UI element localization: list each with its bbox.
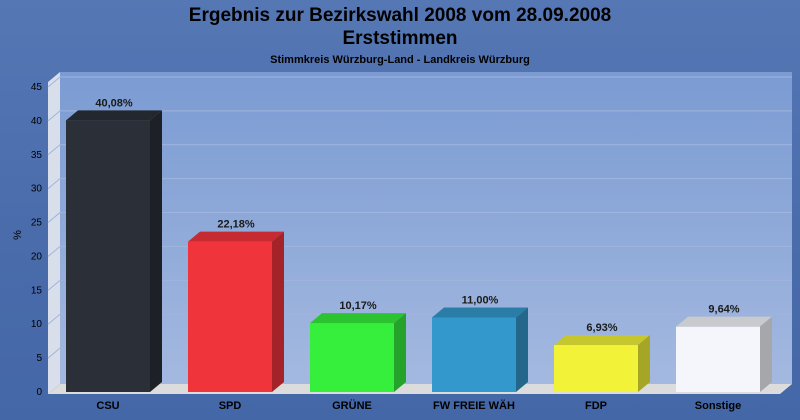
y-tick-label: 5 [36,353,42,364]
data-label: 9,64% [708,304,739,316]
bar-side [272,231,284,392]
gridline [47,144,792,156]
gridline [47,178,792,190]
bar-top [66,110,162,121]
category-label: Sonstige [695,400,741,412]
bar-front [66,120,150,392]
bar-side [760,316,772,392]
y-tick-label: 0 [36,387,42,398]
y-tick-label: 35 [31,150,43,161]
category-label: FDP [585,400,607,412]
y-tick-label: 20 [31,251,43,262]
category-label: FW FREIE WÄH [433,399,515,412]
bar-top [188,231,284,242]
bar-side [394,313,406,392]
bar-front [188,241,272,392]
y-tick-label: 45 [31,82,43,93]
bar-top [432,307,528,318]
bar [310,313,406,392]
bar-front [554,345,638,392]
y-tick-label: 15 [31,285,43,296]
gridline [47,245,792,257]
y-tick-label: 10 [31,319,43,330]
bar [676,316,772,392]
bar-front [432,317,516,392]
y-axis-label: % [12,230,24,240]
gridline [47,347,792,359]
category-label: GRÜNE [332,399,372,412]
bar [432,307,528,392]
bar-side [516,307,528,392]
chart-title: Ergebnis zur Bezirkswahl 2008 vom 28.09.… [188,5,612,49]
bar-top [554,335,650,346]
bar-top [310,313,406,324]
bar-top [676,316,772,327]
data-label: 10,17% [339,300,377,312]
y-tick-label: 30 [31,184,43,195]
gridline [47,212,792,223]
bar-side [638,335,650,392]
data-label: 22,18% [217,219,255,231]
gridline [47,313,792,325]
bar-front [310,323,394,392]
chart-subtitle: Stimmkreis Würzburg-Land - Landkreis Wür… [270,54,530,66]
bar-side [150,110,162,392]
y-tick-label: 40 [31,116,43,127]
bar [554,335,650,392]
category-label: SPD [219,400,242,412]
gridline [47,279,792,291]
data-label: 40,08% [95,97,133,109]
gridline [47,110,792,122]
bar [66,110,162,392]
category-label: CSU [96,400,119,412]
y-tick-label: 25 [31,218,43,229]
plot-side-wall [48,72,60,394]
data-label: 6,93% [586,322,617,334]
bar [188,231,284,392]
bar-front [676,326,760,392]
data-label: 11,00% [462,294,499,306]
gridline [47,76,792,88]
